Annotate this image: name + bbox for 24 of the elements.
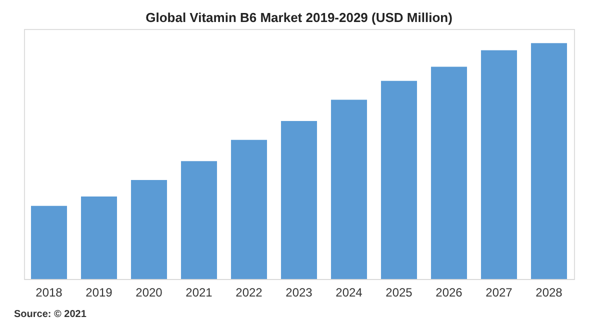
x-tick-label: 2026: [436, 286, 463, 300]
x-tick-label: 2022: [236, 286, 263, 300]
x-tick-label: 2024: [336, 286, 363, 300]
source-note: Source: © 2021: [14, 309, 87, 320]
bar: [431, 66, 467, 279]
bar: [81, 196, 117, 279]
x-tick-label: 2027: [486, 286, 513, 300]
chart-title: Global Vitamin B6 Market 2019-2029 (USD Million): [146, 10, 452, 25]
bar: [231, 140, 267, 279]
x-tick-label: 2018: [36, 286, 63, 300]
bar: [181, 161, 217, 279]
x-tick-label: 2025: [386, 286, 413, 300]
x-tick-label: 2020: [136, 286, 163, 300]
x-tick-label: 2023: [286, 286, 313, 300]
bar: [481, 50, 517, 279]
bar: [31, 206, 67, 279]
bar: [131, 180, 167, 279]
bar: [381, 80, 417, 279]
bar: [531, 43, 567, 279]
bar: [281, 120, 317, 279]
x-tick-label: 2028: [536, 286, 563, 300]
x-tick-label: 2019: [86, 286, 113, 300]
bar: [331, 100, 367, 279]
x-tick-label: 2021: [186, 286, 213, 300]
